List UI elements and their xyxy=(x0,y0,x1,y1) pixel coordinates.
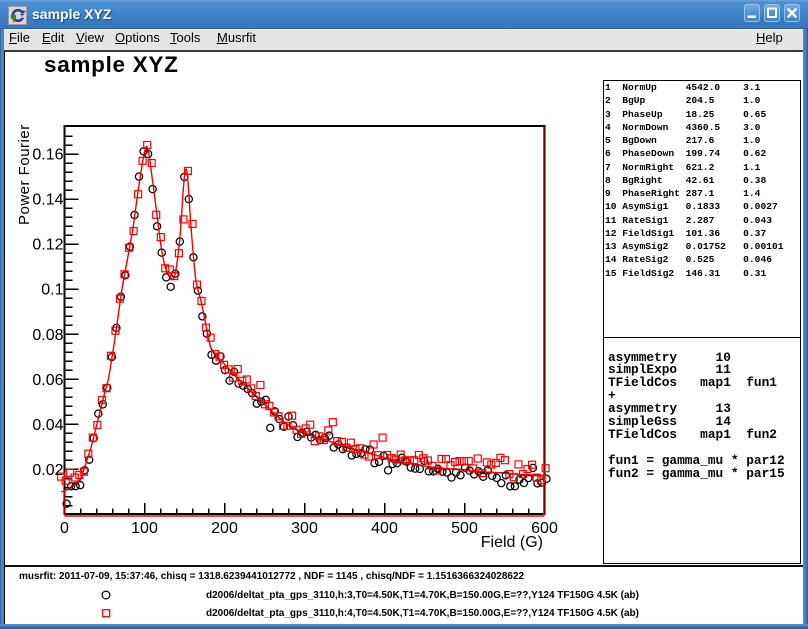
svg-text:200: 200 xyxy=(211,520,238,537)
svg-text:0.1: 0.1 xyxy=(41,282,63,299)
svg-text:0.12: 0.12 xyxy=(32,237,63,254)
svg-text:300: 300 xyxy=(291,520,318,537)
svg-text:100: 100 xyxy=(131,520,158,537)
svg-text:0.16: 0.16 xyxy=(32,147,63,164)
svg-text:0.08: 0.08 xyxy=(32,327,63,344)
svg-text:600: 600 xyxy=(531,520,558,537)
svg-text:Power Fourier: Power Fourier xyxy=(16,124,33,225)
svg-text:400: 400 xyxy=(371,520,398,537)
svg-text:Field (G): Field (G) xyxy=(481,534,543,551)
svg-text:0.02: 0.02 xyxy=(32,462,63,479)
svg-text:500: 500 xyxy=(451,520,478,537)
svg-text:+: + xyxy=(22,9,26,16)
svg-text:0: 0 xyxy=(60,520,69,537)
svg-text:0.06: 0.06 xyxy=(32,372,63,389)
svg-text:0.14: 0.14 xyxy=(32,192,63,209)
svg-text:+: + xyxy=(20,10,25,19)
svg-text:0.04: 0.04 xyxy=(32,417,63,434)
